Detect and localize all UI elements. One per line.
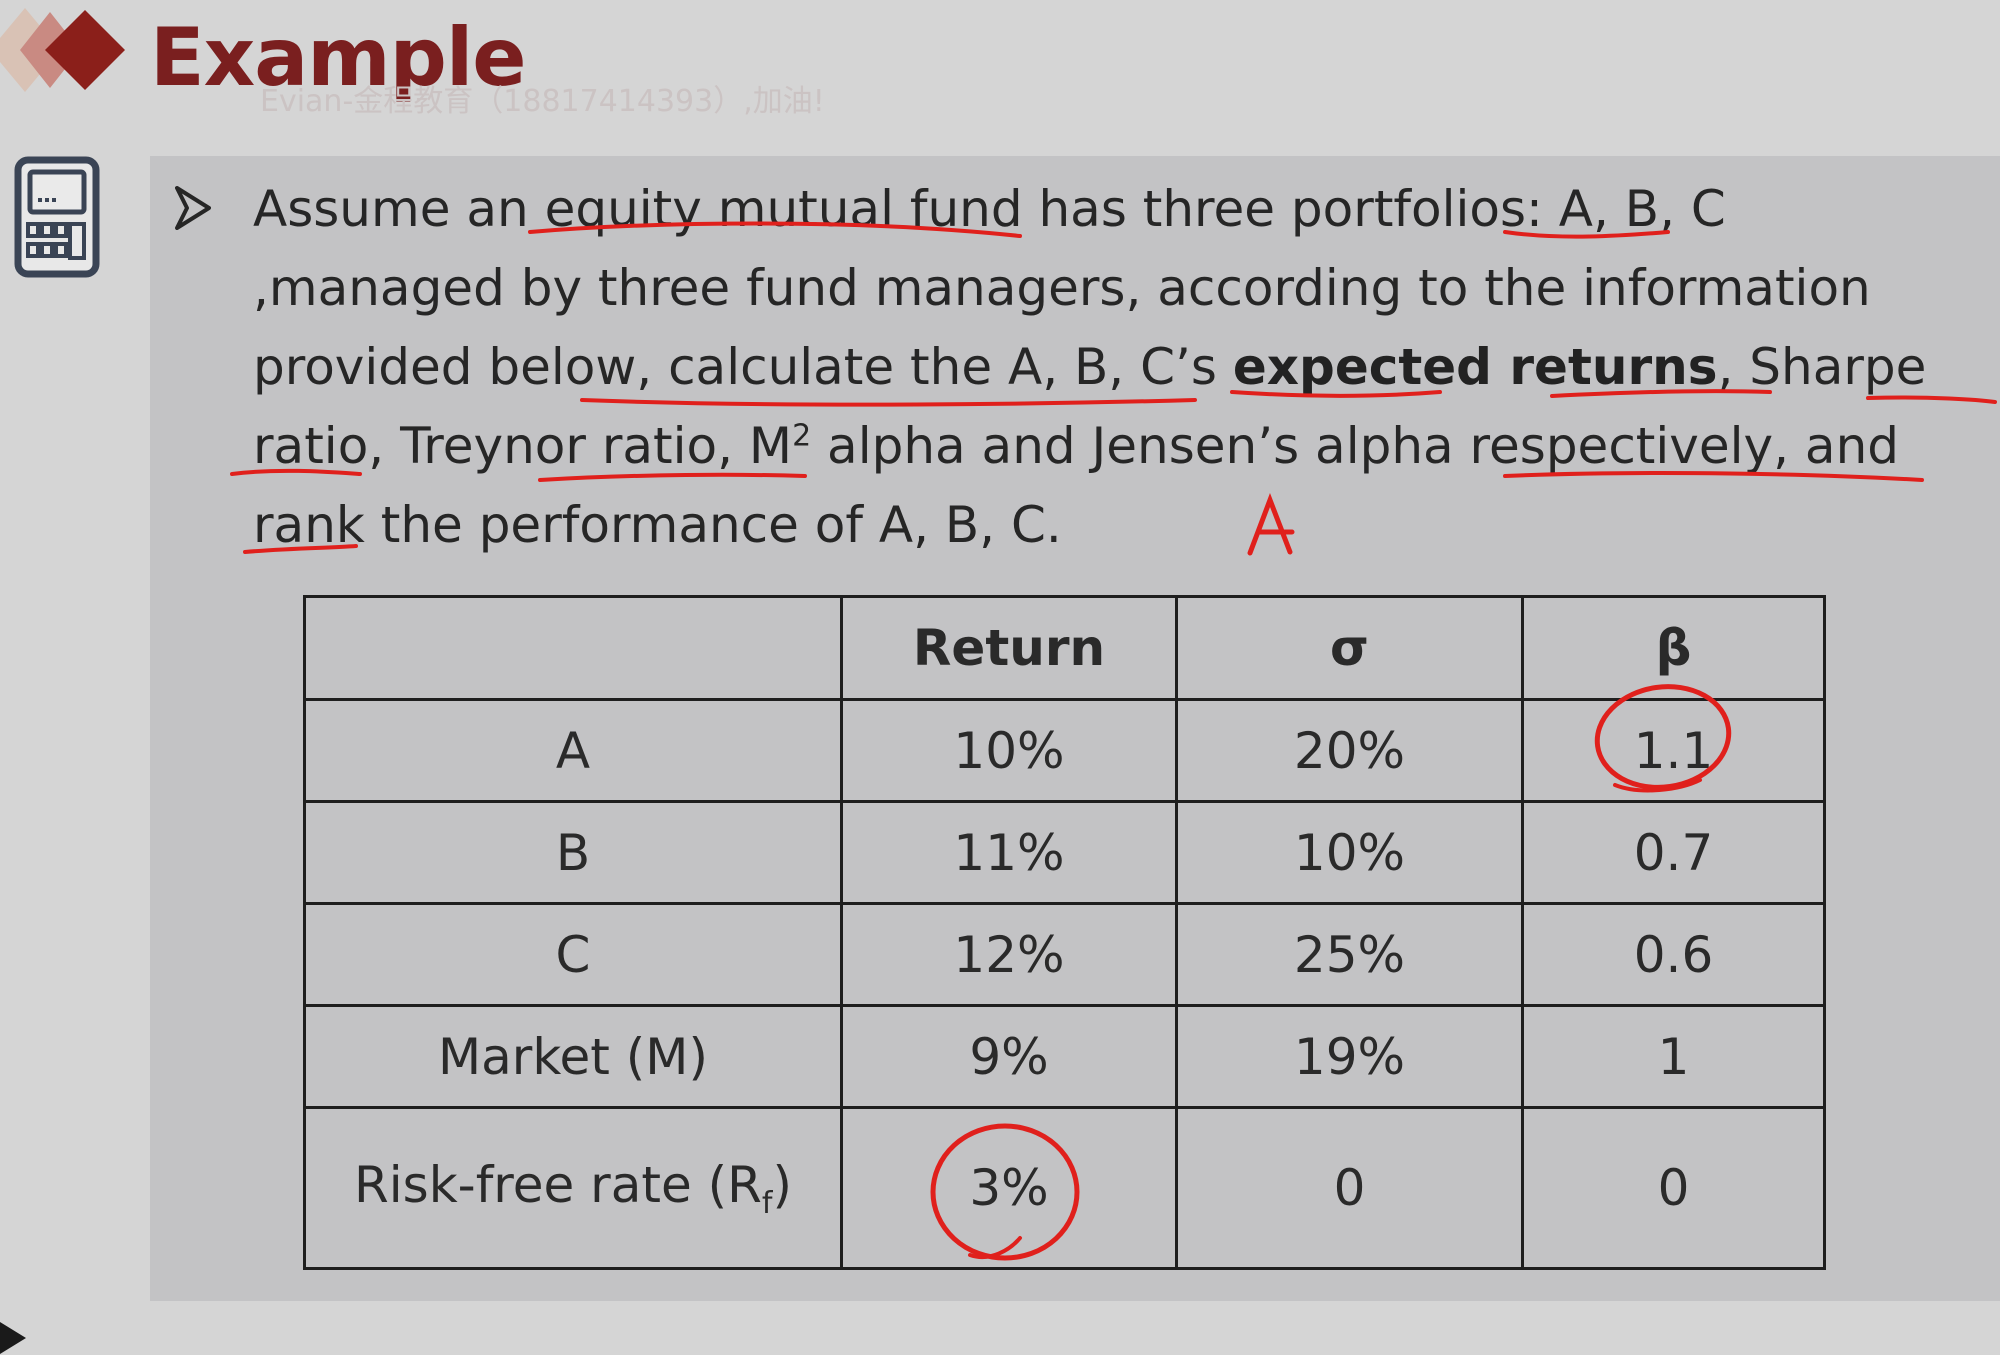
table-row: C 12% 25% 0.6 bbox=[303, 902, 1826, 1007]
logo-diamonds bbox=[0, 8, 125, 92]
portfolio-data-table: Return σ β A 10% 20% 1.1 B 11% 10% 0.7 C… bbox=[303, 595, 1826, 1270]
slide-title: Example bbox=[150, 11, 527, 104]
equity-mutual-fund-phrase: equity mutual fund bbox=[544, 180, 1023, 238]
table-header-blank bbox=[303, 595, 843, 701]
beta-cell: 1 bbox=[1521, 1004, 1826, 1109]
table-header-row: Return σ β bbox=[303, 595, 1826, 701]
expected-returns-phrase: expected returns bbox=[1232, 338, 1718, 396]
calculator-icon bbox=[14, 156, 100, 278]
watermark-text: Evian-金程教育（18817414393）,加油! bbox=[260, 84, 825, 119]
row-label: Market (M) bbox=[303, 1004, 843, 1109]
beta-cell: 0.7 bbox=[1521, 800, 1826, 905]
table-row: B 11% 10% 0.7 bbox=[303, 800, 1826, 905]
beta-cell: 0 bbox=[1521, 1106, 1826, 1270]
beta-cell: 1.1 bbox=[1521, 698, 1826, 803]
jensens-alpha-phrase: Jensen’s alpha bbox=[1091, 417, 1454, 475]
return-cell: 11% bbox=[840, 800, 1178, 905]
row-label: Risk-free rate (Rf) bbox=[303, 1106, 843, 1270]
return-cell: 10% bbox=[840, 698, 1178, 803]
treynor-ratio-phrase: Treynor ratio bbox=[400, 417, 718, 475]
return-cell: 9% bbox=[840, 1004, 1178, 1109]
row-label: A bbox=[303, 698, 843, 803]
table-row: Risk-free rate (Rf) 3% 0 0 bbox=[303, 1106, 1826, 1270]
sigma-cell: 25% bbox=[1175, 902, 1524, 1007]
row-label: B bbox=[303, 800, 843, 905]
table-row: A 10% 20% 1.1 bbox=[303, 698, 1826, 803]
bullet-arrow-icon bbox=[175, 186, 211, 230]
play-marker-icon bbox=[0, 1322, 26, 1354]
sigma-cell: 20% bbox=[1175, 698, 1524, 803]
sigma-cell: 19% bbox=[1175, 1004, 1524, 1109]
table-header-beta: β bbox=[1521, 595, 1826, 701]
table-row: Market (M) 9% 19% 1 bbox=[303, 1004, 1826, 1109]
table-header-sigma: σ bbox=[1175, 595, 1524, 701]
return-cell: 3% bbox=[840, 1106, 1178, 1270]
row-label: C bbox=[303, 902, 843, 1007]
performance-phrase: performance of A, B, C. bbox=[478, 496, 1062, 554]
beta-cell: 0.6 bbox=[1521, 902, 1826, 1007]
sigma-cell: 10% bbox=[1175, 800, 1524, 905]
sharpe-ratio-phrase: Sharpe ratio bbox=[253, 338, 1927, 475]
table-header-return: Return bbox=[840, 595, 1178, 701]
portfolios-phrase: A, B, C bbox=[1558, 180, 1726, 238]
m2-alpha-phrase: M2 alpha bbox=[748, 417, 966, 475]
question-text: Assume an equity mutual fund has three p… bbox=[253, 180, 1927, 554]
sigma-cell: 0 bbox=[1175, 1106, 1524, 1270]
return-cell: 12% bbox=[840, 902, 1178, 1007]
